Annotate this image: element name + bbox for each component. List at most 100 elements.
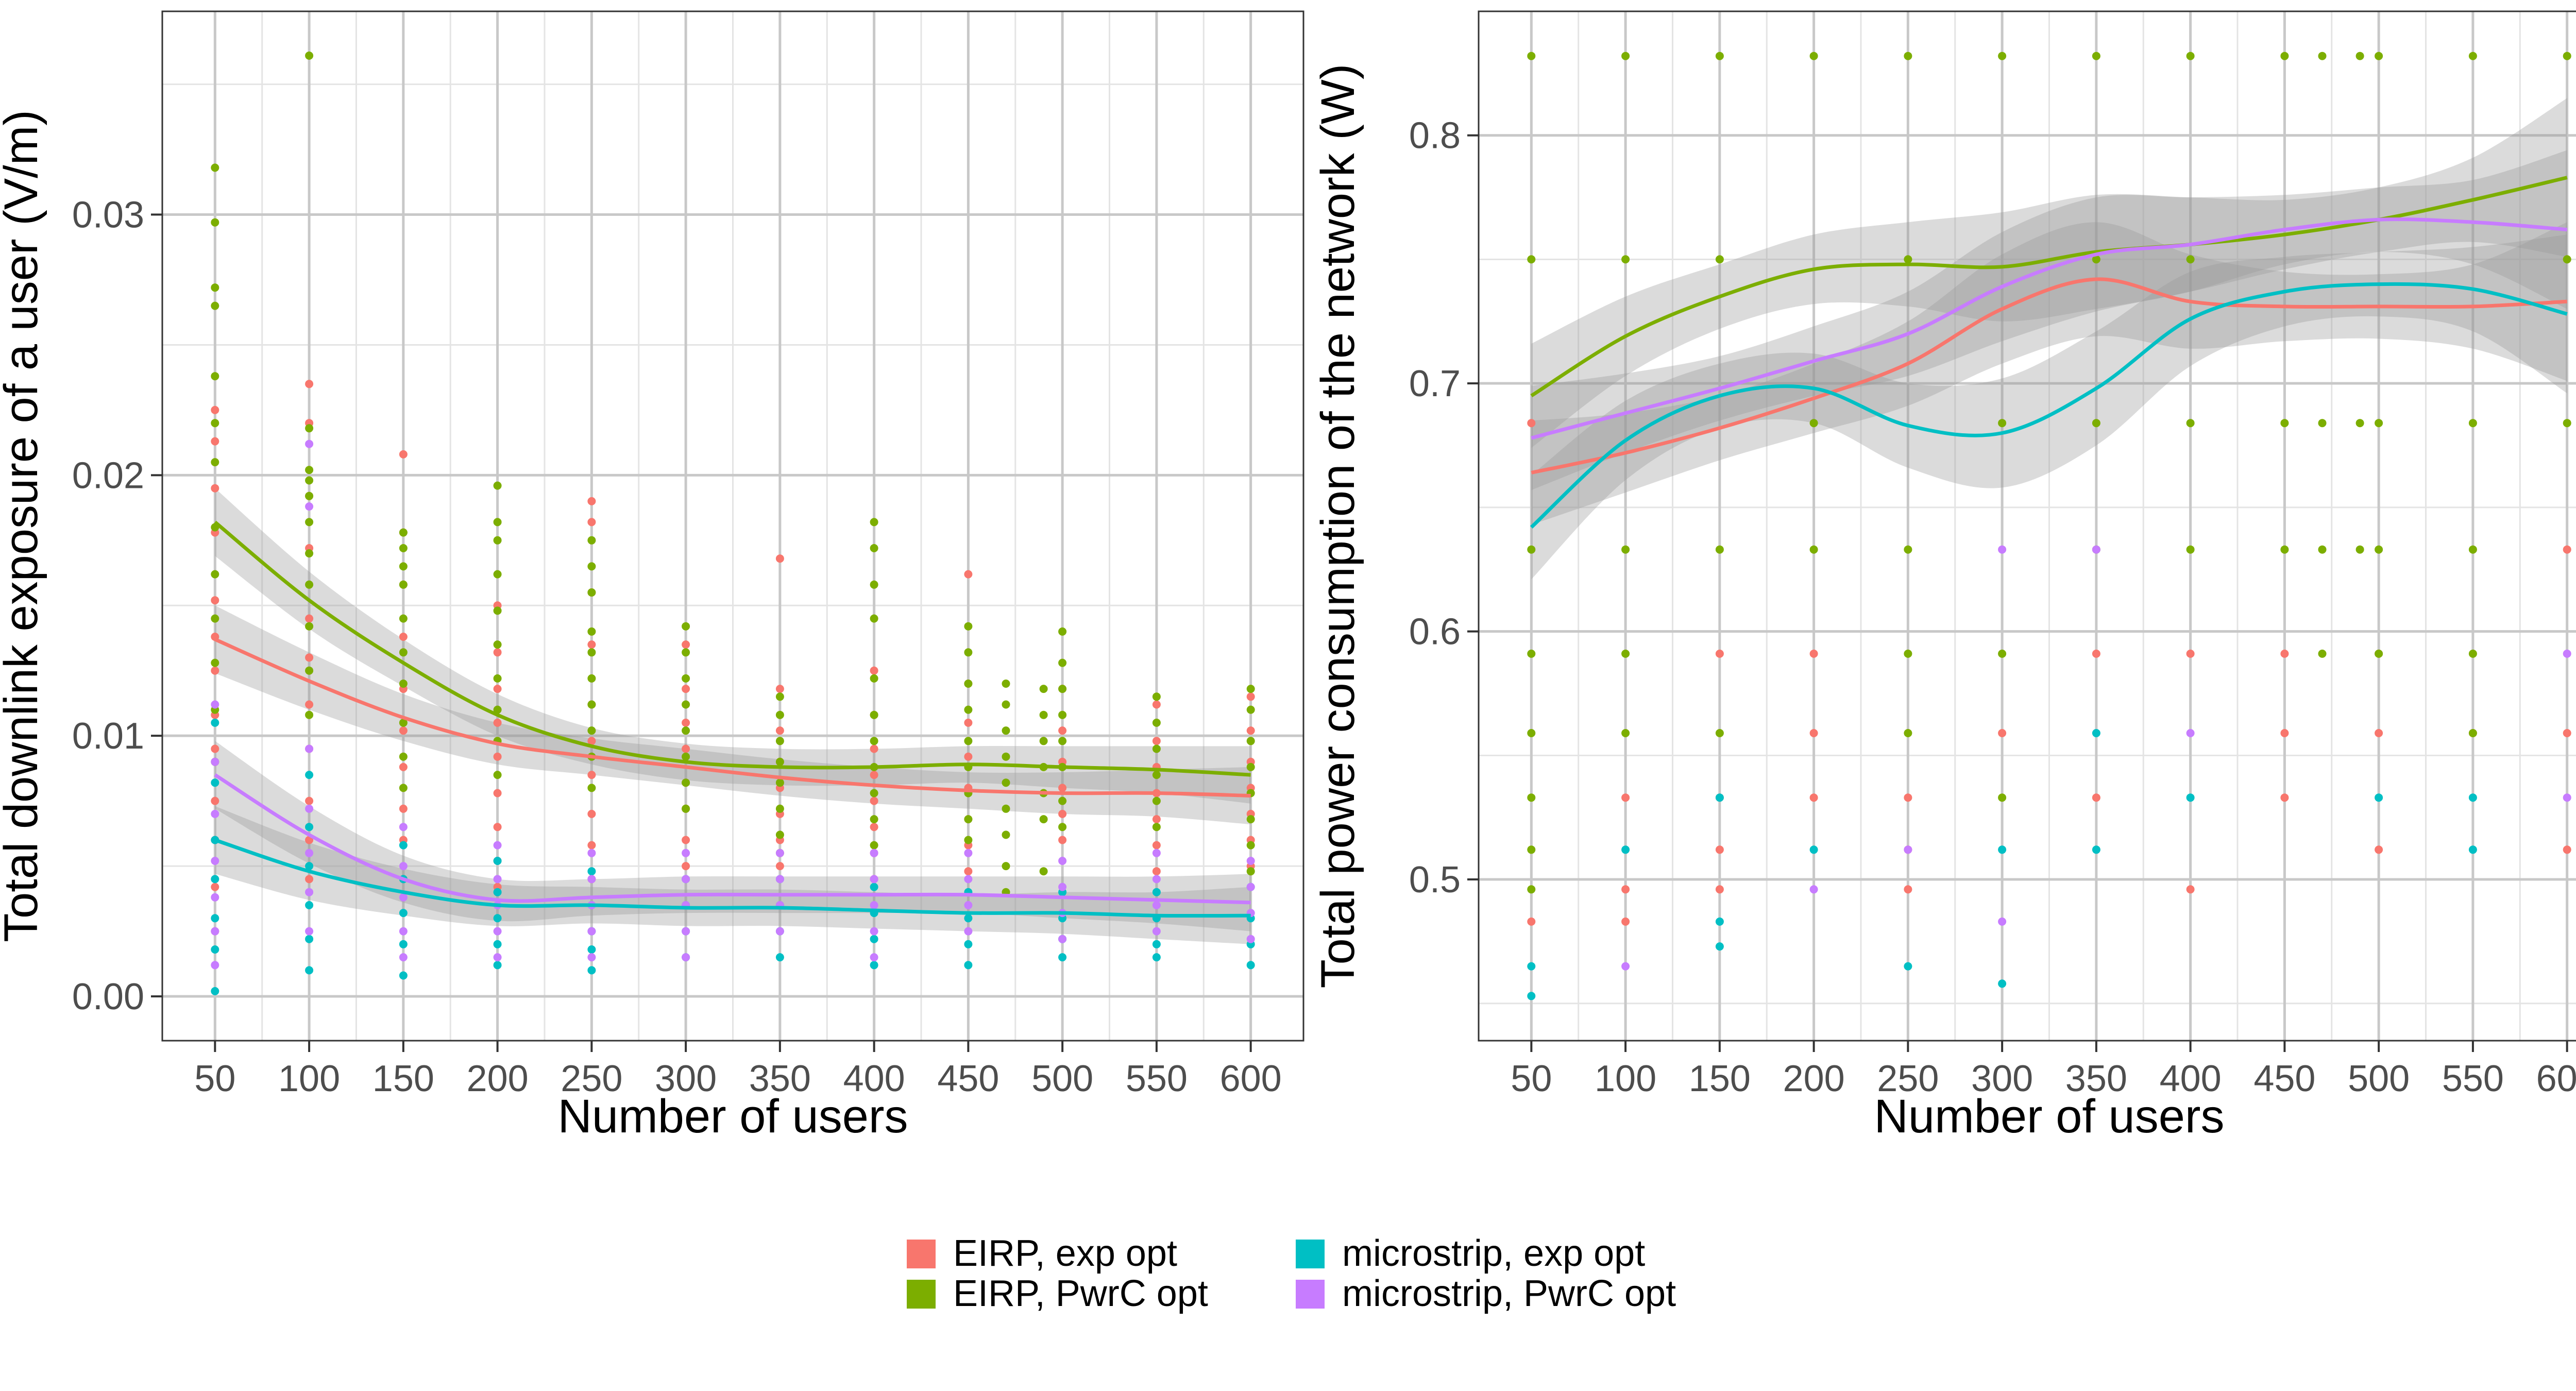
legend-swatch <box>1296 1280 1325 1309</box>
data-point <box>399 752 408 761</box>
data-point <box>1002 700 1010 709</box>
data-point <box>587 927 596 936</box>
data-point <box>2318 52 2327 60</box>
x-tick-label: 600 <box>2536 1058 2576 1099</box>
data-point <box>1058 658 1067 667</box>
x-tick-label: 550 <box>2442 1058 2504 1099</box>
data-point <box>2468 729 2477 737</box>
data-point <box>1527 793 1536 802</box>
data-point <box>2186 729 2195 737</box>
data-point <box>1002 830 1010 839</box>
trend-line <box>1530 282 2568 529</box>
data-point <box>1715 545 1724 554</box>
data-point <box>775 757 784 766</box>
data-point <box>775 875 784 884</box>
data-point <box>1621 845 1630 854</box>
legend-label: EIRP, exp opt <box>953 1233 1177 1274</box>
data-point <box>211 875 219 884</box>
data-point <box>1715 845 1724 854</box>
data-point <box>211 927 219 936</box>
x-tick-label: 300 <box>655 1058 717 1099</box>
data-point <box>1621 255 1630 264</box>
data-point <box>1715 917 1724 926</box>
data-point <box>305 849 314 857</box>
data-point <box>870 935 878 943</box>
data-point <box>1002 680 1010 688</box>
data-point <box>870 737 878 745</box>
data-point <box>870 674 878 683</box>
data-point <box>493 685 502 693</box>
data-point <box>870 789 878 798</box>
data-point <box>1527 419 1536 428</box>
data-point <box>399 762 408 771</box>
data-point <box>682 648 690 657</box>
data-point <box>1039 815 1048 824</box>
data-point <box>1246 705 1255 714</box>
data-point <box>964 836 973 844</box>
data-point <box>1715 885 1724 894</box>
data-point <box>1152 841 1161 850</box>
data-point <box>211 987 219 995</box>
x-tick-label: 400 <box>2160 1058 2222 1099</box>
data-point <box>399 823 408 832</box>
data-point <box>1621 885 1630 894</box>
data-point <box>305 700 314 709</box>
data-point <box>2186 52 2195 60</box>
data-point <box>682 726 690 735</box>
data-point <box>211 570 219 579</box>
x-tick-label: 100 <box>1595 1058 1656 1099</box>
data-point <box>2318 545 2327 554</box>
data-point <box>1246 737 1255 745</box>
data-point <box>1998 917 2007 926</box>
data-point <box>587 700 596 709</box>
data-point <box>2355 419 2364 428</box>
data-point <box>1998 419 2007 428</box>
data-point <box>682 849 690 857</box>
data-point <box>493 914 502 923</box>
data-point <box>775 804 784 813</box>
data-point <box>305 862 314 871</box>
data-point <box>493 648 502 657</box>
data-point <box>682 875 690 884</box>
plot-background <box>1479 11 2576 1041</box>
x-tick-label: 250 <box>561 1058 622 1099</box>
data-point <box>964 815 973 824</box>
x-tick-label: 500 <box>2348 1058 2410 1099</box>
data-point <box>964 875 973 884</box>
data-point <box>2375 545 2383 554</box>
confidence-band <box>215 806 1251 944</box>
data-point <box>305 796 314 805</box>
data-point <box>305 614 314 623</box>
data-point <box>1002 778 1010 787</box>
data-point <box>305 439 314 448</box>
data-point <box>870 796 878 805</box>
data-point <box>682 744 690 753</box>
data-point <box>211 372 219 381</box>
data-point <box>1904 52 1912 60</box>
data-point <box>964 849 973 857</box>
data-point <box>399 940 408 948</box>
data-point <box>1809 649 1818 658</box>
data-point <box>870 544 878 552</box>
data-point <box>1998 979 2007 988</box>
data-point <box>2092 793 2100 802</box>
data-point <box>1058 627 1067 636</box>
data-point <box>2375 845 2383 854</box>
data-point <box>211 437 219 446</box>
data-point <box>1621 962 1630 971</box>
data-point <box>399 614 408 623</box>
data-point <box>2375 52 2383 60</box>
data-point <box>399 580 408 589</box>
data-point <box>964 570 973 579</box>
data-point <box>1002 862 1010 871</box>
data-point <box>1246 762 1255 771</box>
data-point <box>870 771 878 779</box>
data-point <box>493 823 502 832</box>
data-point <box>775 692 784 701</box>
data-point <box>2280 545 2289 554</box>
data-point <box>2092 649 2100 658</box>
data-point <box>1809 793 1818 802</box>
data-point <box>493 752 502 761</box>
data-point <box>1039 737 1048 745</box>
data-point <box>2092 729 2100 737</box>
